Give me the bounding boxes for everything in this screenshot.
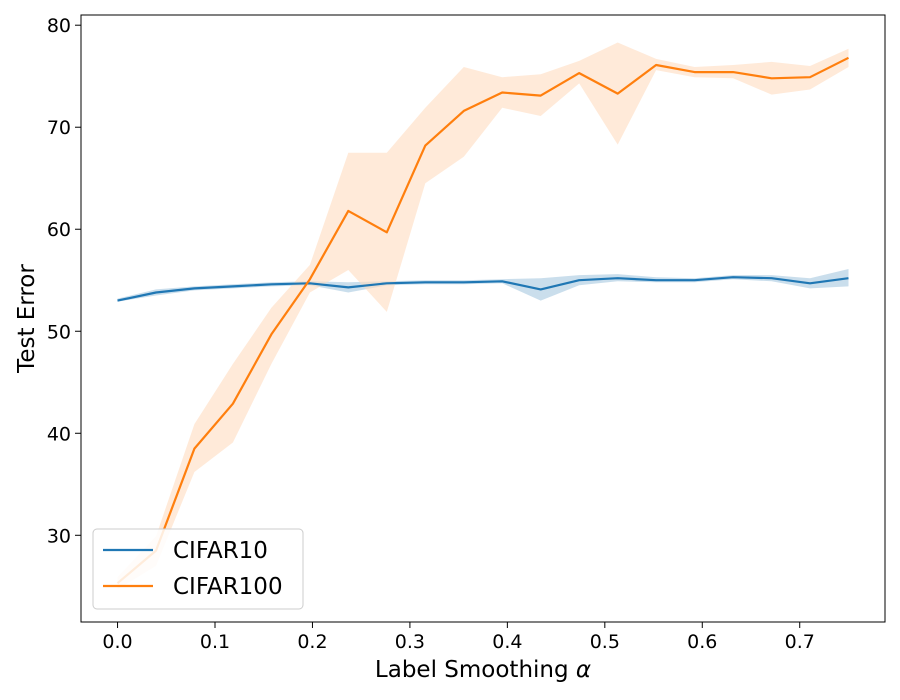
y-axis: 30 40 50 60 70 80 — [47, 15, 81, 547]
x-tick-label: 0.0 — [102, 631, 132, 653]
y-tick-label: 50 — [47, 321, 71, 343]
x-tick-label: 0.6 — [687, 631, 717, 653]
x-tick-label: 0.2 — [297, 631, 327, 653]
line-cifar100 — [116, 56, 849, 585]
band-cifar100 — [117, 42, 849, 590]
legend-label-cifar100: CIFAR100 — [173, 574, 283, 600]
band-cifar10 — [117, 269, 849, 302]
y-axis-label: Test Error — [14, 264, 40, 374]
y-tick-label: 70 — [47, 117, 71, 139]
line-cifar10 — [117, 276, 849, 302]
series-lines — [116, 56, 849, 585]
x-axis: 0.0 0.1 0.2 0.3 0.4 0.5 0.6 0.7 — [102, 622, 815, 653]
legend-label-cifar10: CIFAR10 — [173, 538, 268, 564]
x-tick-label: 0.5 — [590, 631, 620, 653]
y-tick-label: 60 — [47, 219, 71, 241]
x-tick-label: 0.1 — [200, 631, 230, 653]
y-tick-label: 30 — [47, 525, 71, 547]
x-axis-label: Label Smoothing α — [375, 657, 591, 683]
y-tick-label: 40 — [47, 423, 71, 445]
x-axis-label-symbol: α — [576, 657, 591, 683]
y-tick-label: 80 — [47, 15, 71, 37]
x-axis-label-text: Label Smoothing — [375, 657, 569, 683]
confidence-bands — [117, 42, 849, 590]
plot-frame — [80, 14, 886, 623]
x-tick-label: 0.7 — [785, 631, 815, 653]
x-tick-label: 0.3 — [395, 631, 425, 653]
x-tick-label: 0.4 — [492, 631, 522, 653]
legend: CIFAR10 CIFAR100 — [92, 528, 304, 610]
